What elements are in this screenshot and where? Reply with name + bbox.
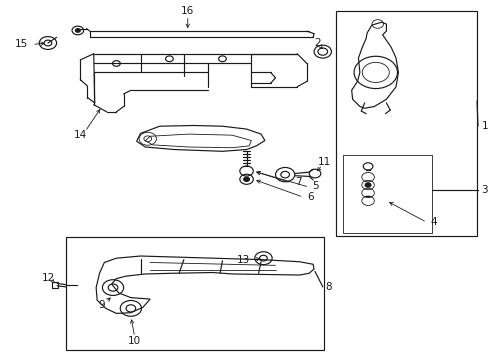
Text: 8: 8 [325, 282, 331, 292]
Text: 4: 4 [430, 217, 436, 227]
Text: 3: 3 [480, 185, 487, 195]
Text: 16: 16 [181, 6, 194, 17]
Text: 1: 1 [480, 121, 487, 131]
Text: 15: 15 [15, 40, 28, 49]
Circle shape [365, 183, 370, 187]
Circle shape [75, 29, 80, 32]
Text: 6: 6 [306, 192, 313, 202]
Bar [66, 237, 323, 350]
Text: 14: 14 [74, 130, 87, 140]
Text: 5: 5 [312, 181, 319, 192]
Text: 11: 11 [317, 157, 330, 167]
Text: 12: 12 [41, 273, 55, 283]
Circle shape [243, 177, 249, 181]
Bar [342, 155, 431, 233]
Text: 2: 2 [314, 38, 321, 48]
Bar [335, 12, 476, 235]
Text: 10: 10 [128, 336, 141, 346]
Text: 9: 9 [99, 300, 105, 310]
Text: 13: 13 [237, 255, 250, 265]
Text: 7: 7 [294, 177, 301, 187]
